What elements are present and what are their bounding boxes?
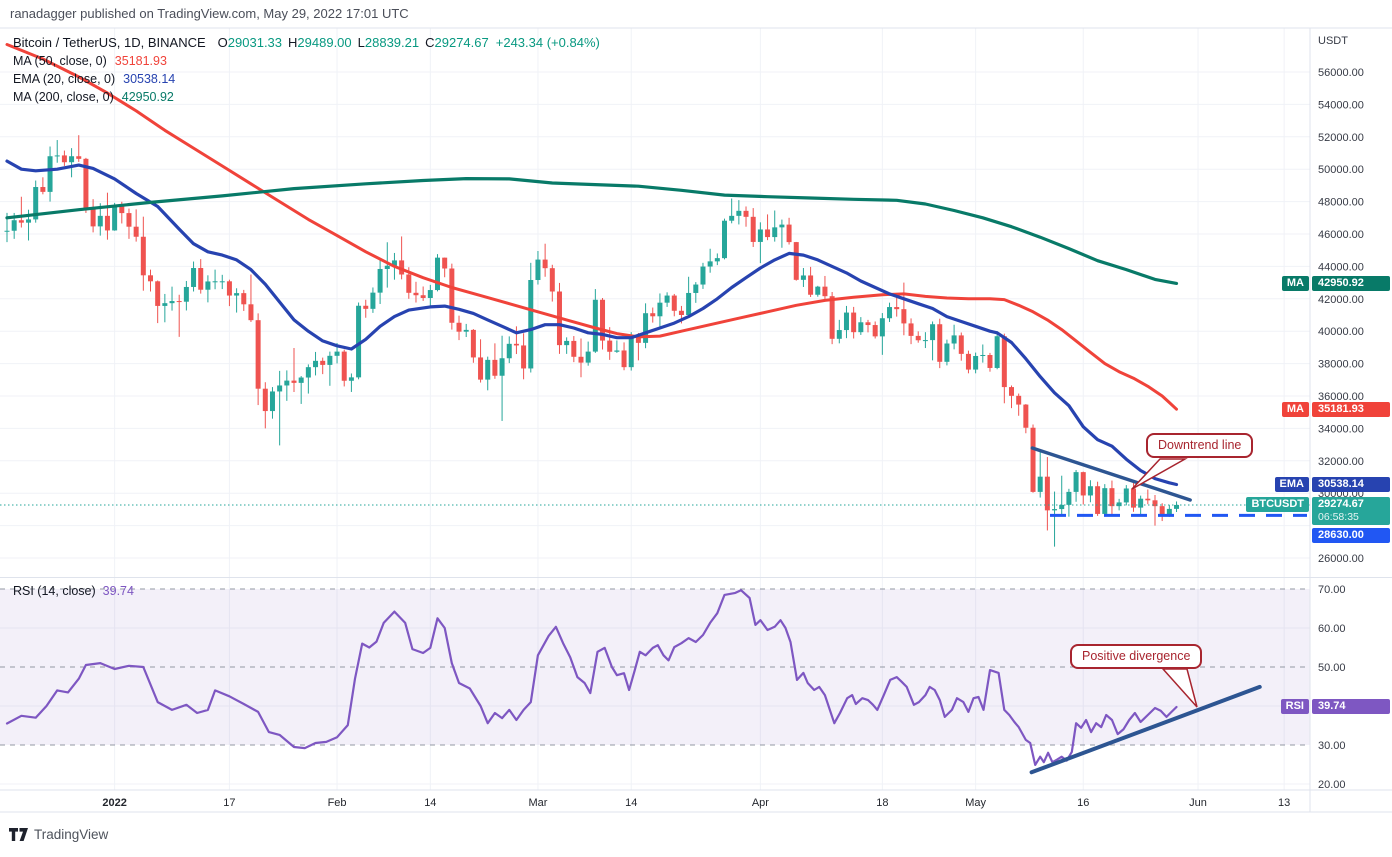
rsi-value: 39.74 <box>102 584 134 598</box>
svg-text:17: 17 <box>223 797 235 809</box>
svg-text:46000.00: 46000.00 <box>1318 229 1364 241</box>
rsi-line <box>5 589 1178 767</box>
svg-text:Feb: Feb <box>328 797 347 809</box>
ma-tag: MA <box>1281 275 1309 291</box>
btcusdt-price-label: BTCUSDT 29274.67 06:58:35 <box>1246 497 1390 526</box>
ema20-value: 30538.14 <box>123 72 176 86</box>
symbol-title: Bitcoin / TetherUS, 1D, BINANCE <box>13 35 206 50</box>
svg-text:2022: 2022 <box>102 797 126 809</box>
svg-text:20.00: 20.00 <box>1318 779 1346 791</box>
high-value: 29489.00 <box>297 35 352 50</box>
tradingview-logo-icon <box>9 828 28 841</box>
ma200-name: MA (200, close, 0) <box>13 90 114 104</box>
ma-price-label: MA 35181.93 <box>1281 401 1390 417</box>
svg-text:26000.00: 26000.00 <box>1318 553 1364 565</box>
svg-text:70.00: 70.00 <box>1318 584 1346 596</box>
ema20-line[interactable] <box>5 159 1179 487</box>
svg-text:52000.00: 52000.00 <box>1318 132 1364 144</box>
close-value: 29274.67 <box>434 35 489 50</box>
svg-text:May: May <box>965 797 986 809</box>
svg-text:50.00: 50.00 <box>1318 662 1346 674</box>
svg-text:44000.00: 44000.00 <box>1318 261 1364 273</box>
time-axis[interactable]: 2022 17 Feb 14 Mar 14 Apr 18 May 16 Jun 13 <box>102 797 1290 809</box>
svg-text:48000.00: 48000.00 <box>1318 197 1364 209</box>
axis-value-chip: 39.74 <box>1312 699 1390 714</box>
ma50-name: MA (50, close, 0) <box>13 54 107 68</box>
svg-text:42000.00: 42000.00 <box>1318 294 1364 306</box>
high-label: H <box>288 35 298 50</box>
rsi-legend[interactable]: RSI (14, close) 39.74 <box>13 584 134 598</box>
axis-value-chip: 35181.93 <box>1312 401 1390 417</box>
svg-text:60.00: 60.00 <box>1318 623 1346 635</box>
positive-divergence-callout[interactable]: Positive divergence <box>1070 644 1203 669</box>
ma200-value: 42950.92 <box>121 90 174 104</box>
svg-text:34000.00: 34000.00 <box>1318 423 1364 435</box>
ma-price-label: MA 42950.92 <box>1281 275 1390 291</box>
indicator-legend-ema20[interactable]: EMA (20, close, 0) 30538.14 <box>13 70 600 88</box>
close-label: C <box>425 35 435 50</box>
positive-divergence-callout-tail <box>1161 668 1198 708</box>
pane-separators <box>0 27 1392 813</box>
axis-value-chip: 28630.00 <box>1312 528 1390 543</box>
bar-close-countdown: 06:58:35 <box>1318 511 1359 524</box>
low-value: 28839.21 <box>364 35 420 50</box>
open-label: O <box>217 35 228 50</box>
grid-lines <box>0 28 1310 790</box>
svg-text:Mar: Mar <box>528 797 547 809</box>
axis-value-chip: 30538.14 <box>1312 477 1390 492</box>
support-price-label: 28630.00 <box>1312 528 1390 543</box>
ma-tag: MA <box>1281 401 1309 417</box>
publish-header: ranadagger published on TradingView.com,… <box>10 6 409 21</box>
svg-text:16: 16 <box>1077 797 1089 809</box>
svg-text:56000.00: 56000.00 <box>1318 67 1364 79</box>
low-label: L <box>357 35 365 50</box>
btcusdt-tag: BTCUSDT <box>1246 497 1309 513</box>
svg-text:36000.00: 36000.00 <box>1318 391 1364 403</box>
price-downtrend-line[interactable] <box>1030 446 1192 502</box>
svg-text:13: 13 <box>1278 797 1290 809</box>
downtrend-line-callout[interactable]: Downtrend line <box>1146 433 1254 458</box>
svg-text:40000.00: 40000.00 <box>1318 326 1364 338</box>
svg-text:14: 14 <box>424 797 436 809</box>
rsi-name: RSI (14, close) <box>13 584 96 598</box>
svg-text:Apr: Apr <box>752 797 769 809</box>
axis-value-chip: 29274.67 06:58:35 <box>1312 497 1390 526</box>
svg-text:38000.00: 38000.00 <box>1318 359 1364 371</box>
symbol-legend: Bitcoin / TetherUS, 1D, BINANCE O29031.33… <box>13 34 600 106</box>
ema-price-label: EMA 30538.14 <box>1274 477 1390 492</box>
candlesticks <box>4 135 1180 547</box>
downtrend-callout-tail <box>1131 458 1188 490</box>
svg-text:30.00: 30.00 <box>1318 740 1346 752</box>
svg-text:32000.00: 32000.00 <box>1318 456 1364 468</box>
ma200-line[interactable] <box>5 177 1179 285</box>
svg-text:14: 14 <box>625 797 637 809</box>
ma50-line[interactable] <box>5 43 1178 411</box>
svg-text:18: 18 <box>876 797 888 809</box>
tradingview-brand-text: TradingView <box>34 827 109 842</box>
svg-text:50000.00: 50000.00 <box>1318 164 1364 176</box>
rsi-price-label: RSI 39.74 <box>1280 699 1390 714</box>
open-value: 29031.33 <box>227 35 283 50</box>
svg-text:Jun: Jun <box>1189 797 1207 809</box>
ema-tag: EMA <box>1274 477 1309 492</box>
axis-value-chip: 42950.92 <box>1312 275 1390 291</box>
svg-text:USDT: USDT <box>1318 35 1348 47</box>
indicator-legend-ma50[interactable]: MA (50, close, 0) 35181.93 <box>13 52 600 70</box>
change-value: +243.34 (+0.84%) <box>495 35 600 50</box>
rsi-uptrend-line[interactable] <box>1029 684 1262 775</box>
symbol-legend-row[interactable]: Bitcoin / TetherUS, 1D, BINANCE O29031.33… <box>13 34 600 52</box>
indicator-legend-ma200[interactable]: MA (200, close, 0) 42950.92 <box>13 88 600 106</box>
ma50-value: 35181.93 <box>114 54 167 68</box>
rsi-tag: RSI <box>1280 699 1309 714</box>
svg-text:54000.00: 54000.00 <box>1318 99 1364 111</box>
tradingview-watermark[interactable]: TradingView <box>9 827 108 842</box>
ema20-name: EMA (20, close, 0) <box>13 72 116 86</box>
